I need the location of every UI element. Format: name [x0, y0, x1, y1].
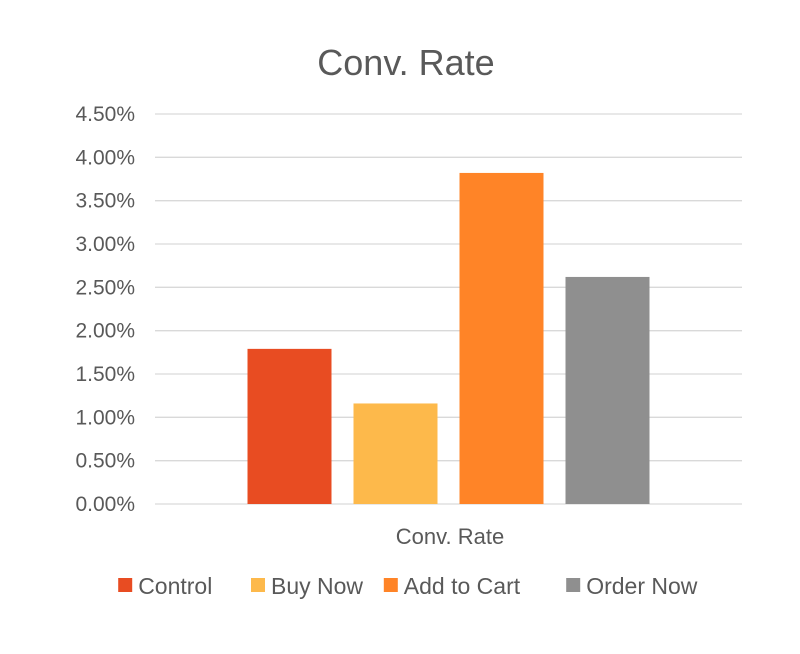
legend-label-order-now: Order Now	[586, 573, 698, 599]
y-tick-label: 0.00%	[75, 493, 135, 516]
legend-swatch-order-now	[566, 578, 581, 592]
y-tick-label: 1.00%	[75, 406, 135, 429]
legend-label-add-to-cart: Add to Cart	[404, 573, 521, 599]
y-axis-ticks: 0.00% 0.50% 1.00% 1.50% 2.00% 2.50% 3.00% 3.50%…	[75, 103, 135, 516]
bar-control	[247, 348, 332, 504]
bar-add-to-cart	[459, 172, 544, 504]
legend-label-buy-now: Buy Now	[271, 573, 363, 599]
bars	[247, 172, 650, 504]
x-category-label: Conv. Rate	[396, 524, 504, 549]
bar-order-now	[565, 276, 650, 504]
y-tick-label: 2.00%	[75, 320, 135, 343]
y-tick-label: 0.50%	[75, 450, 135, 473]
y-tick-label: 3.50%	[75, 190, 135, 213]
chart-title: Conv. Rate	[317, 42, 494, 83]
legend-swatch-buy-now	[251, 578, 265, 592]
y-tick-label: 4.50%	[75, 103, 135, 126]
legend: Control Buy Now Add to Cart Order Now	[118, 573, 698, 599]
y-tick-label: 2.50%	[75, 276, 135, 299]
y-tick-label: 4.00%	[75, 146, 135, 169]
legend-label-control: Control	[138, 573, 212, 599]
gridlines	[155, 113, 742, 505]
legend-swatch-add-to-cart	[383, 578, 398, 592]
bar-buy-now	[353, 403, 438, 504]
y-tick-label: 3.00%	[75, 233, 135, 256]
legend-swatch-control	[118, 578, 133, 592]
y-tick-label: 1.50%	[75, 363, 135, 386]
